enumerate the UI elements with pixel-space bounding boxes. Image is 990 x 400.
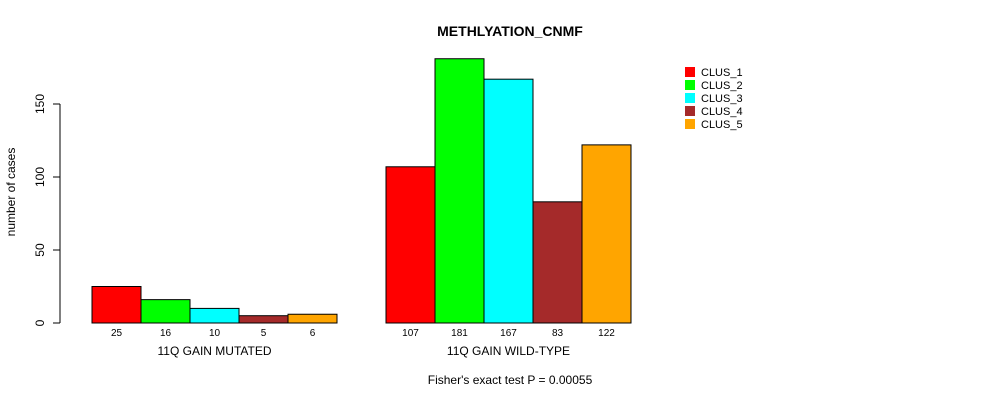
bar-clus-4-mutated [238, 315, 289, 324]
bar-clus-2-mutated [140, 299, 191, 324]
footnote: Fisher's exact test P = 0.00055 [428, 373, 593, 387]
y-axis-label: number of cases [4, 148, 18, 237]
legend-swatch [685, 106, 695, 116]
legend-swatch [685, 93, 695, 103]
bar-value-label: 10 [209, 328, 221, 339]
legend-swatch [685, 119, 695, 129]
y-tick-label: 150 [33, 94, 47, 114]
group-label: 11Q GAIN MUTATED [157, 344, 271, 358]
bar-clus-4-wild-type [532, 201, 583, 324]
bar-clus-3-wild-type [483, 78, 534, 324]
legend-label: CLUS_1 [701, 67, 743, 79]
legend-label: CLUS_5 [701, 119, 743, 131]
legend-swatch [685, 80, 695, 90]
legend-label: CLUS_4 [701, 106, 743, 118]
bar-value-label: 181 [451, 328, 468, 339]
bar-value-label: 122 [598, 328, 615, 339]
bar-value-label: 83 [552, 328, 564, 339]
legend-label: CLUS_2 [701, 80, 743, 92]
chart-title: METHLYATION_CNMF [437, 23, 583, 39]
group-label: 11Q GAIN WILD-TYPE [447, 344, 570, 358]
bar-value-label: 167 [500, 328, 517, 339]
bar-clus-5-mutated [287, 313, 338, 324]
bar-value-label: 107 [402, 328, 419, 339]
bar-value-label: 25 [111, 328, 123, 339]
y-tick-label: 50 [33, 243, 47, 257]
bar-clus-2-wild-type [434, 58, 485, 324]
bar-value-label: 5 [261, 328, 267, 339]
bar-clus-1-wild-type [385, 166, 436, 324]
legend-swatch [685, 67, 695, 77]
bar-clus-1-mutated [91, 286, 142, 324]
bar-value-label: 16 [160, 328, 172, 339]
bar-clus-3-mutated [189, 307, 240, 324]
y-tick-label: 0 [33, 319, 47, 326]
y-tick-label: 100 [33, 167, 47, 187]
bar-value-label: 6 [310, 328, 316, 339]
bar-clus-5-wild-type [581, 144, 632, 324]
legend-label: CLUS_3 [701, 93, 743, 105]
